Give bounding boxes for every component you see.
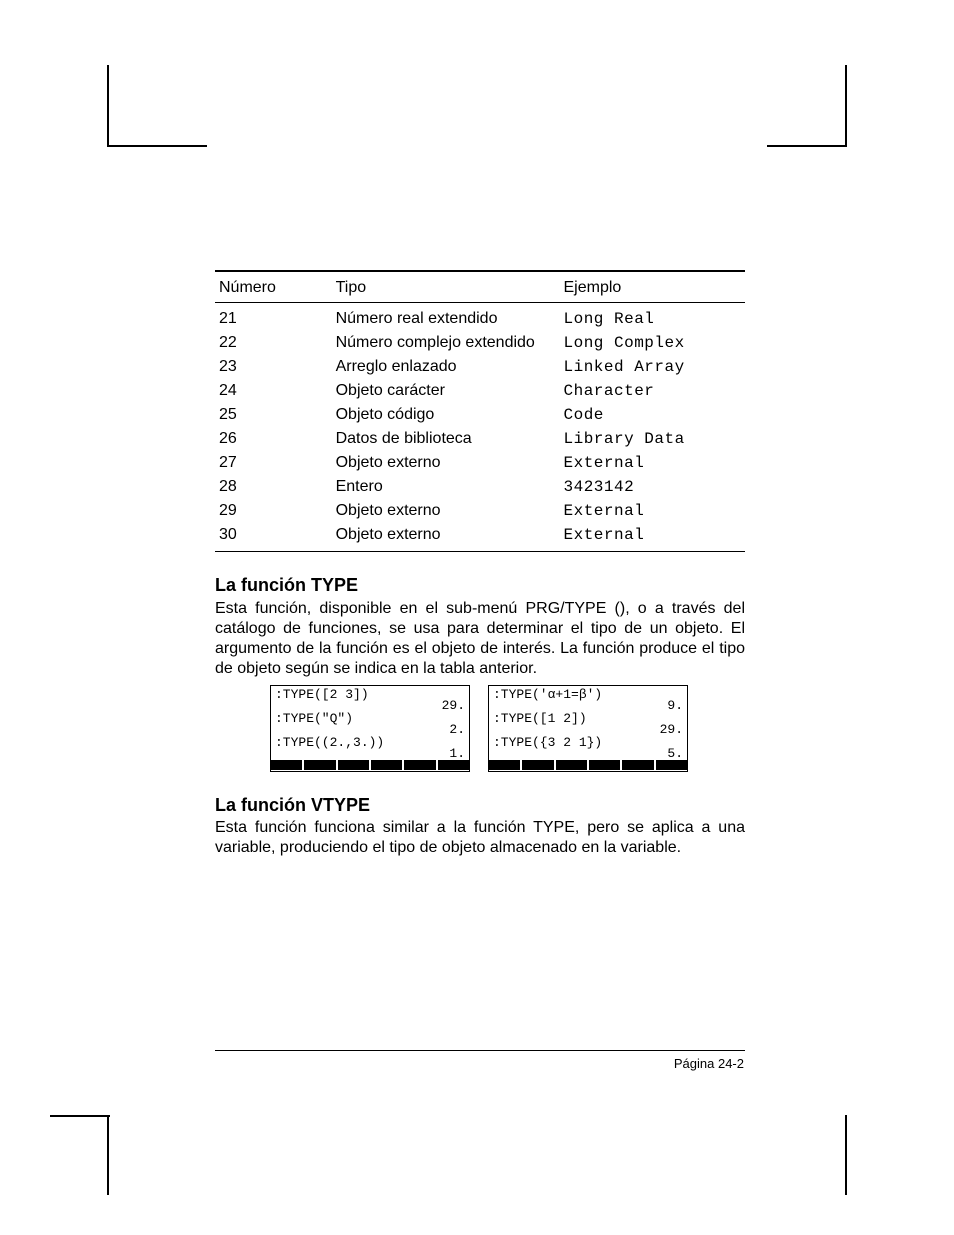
cell-ejemplo: Linked Array bbox=[559, 355, 745, 379]
lcd-menu-bar bbox=[489, 760, 687, 771]
crop-mark bbox=[845, 65, 847, 145]
calc-screenshot-right: :TYPE('α+1=β') 9. :TYPE([1 2]) 29. :TYPE({3 … bbox=[488, 685, 688, 772]
lcd-command: :TYPE([2 3]) bbox=[275, 688, 413, 701]
cell-numero: 26 bbox=[215, 427, 332, 451]
heading-vtype: La función VTYPE bbox=[215, 794, 745, 817]
cell-ejemplo: Library Data bbox=[559, 427, 745, 451]
lcd-command: :TYPE({3 2 1}) bbox=[493, 736, 631, 749]
cell-numero: 24 bbox=[215, 379, 332, 403]
cell-numero: 30 bbox=[215, 523, 332, 551]
cell-ejemplo: Long Complex bbox=[559, 331, 745, 355]
lcd-menu-bar bbox=[271, 760, 469, 771]
cell-tipo: Objeto carácter bbox=[332, 379, 560, 403]
lcd-result: 29. bbox=[442, 699, 465, 712]
cell-numero: 22 bbox=[215, 331, 332, 355]
col-ejemplo: Ejemplo bbox=[559, 271, 745, 303]
col-tipo: Tipo bbox=[332, 271, 560, 303]
cell-tipo: Número complejo extendido bbox=[332, 331, 560, 355]
lcd-command: :TYPE("Q") bbox=[275, 712, 413, 725]
screenshot-row: :TYPE([2 3]) 29. :TYPE("Q") 2. :TYPE((2.,3.)… bbox=[270, 685, 745, 772]
lcd-result: 5. bbox=[667, 747, 683, 760]
table-row: 24Objeto carácterCharacter bbox=[215, 379, 745, 403]
paragraph-type: Esta función, disponible en el sub-menú … bbox=[215, 599, 745, 679]
cell-tipo: Objeto código bbox=[332, 403, 560, 427]
table-header-row: Número Tipo Ejemplo bbox=[215, 271, 745, 303]
lcd-result: 9. bbox=[667, 699, 683, 712]
cell-tipo: Objeto externo bbox=[332, 451, 560, 475]
table-row: 22Número complejo extendidoLong Complex bbox=[215, 331, 745, 355]
cell-numero: 25 bbox=[215, 403, 332, 427]
table-bottom-rule bbox=[215, 551, 745, 552]
cell-tipo: Arreglo enlazado bbox=[332, 355, 560, 379]
calc-screenshot-left: :TYPE([2 3]) 29. :TYPE("Q") 2. :TYPE((2.,3.)… bbox=[270, 685, 470, 772]
lcd-result: 29. bbox=[660, 723, 683, 736]
crop-mark bbox=[107, 65, 109, 145]
col-numero: Número bbox=[215, 271, 332, 303]
cell-numero: 29 bbox=[215, 499, 332, 523]
table-row: 23Arreglo enlazadoLinked Array bbox=[215, 355, 745, 379]
cell-tipo: Entero bbox=[332, 475, 560, 499]
footer-rule bbox=[215, 1050, 745, 1051]
crop-mark bbox=[107, 145, 207, 147]
cell-numero: 21 bbox=[215, 303, 332, 332]
lcd-command: :TYPE((2.,3.)) bbox=[275, 736, 413, 749]
crop-mark bbox=[767, 145, 847, 147]
lcd-result: 1. bbox=[449, 747, 465, 760]
cell-tipo: Objeto externo bbox=[332, 523, 560, 551]
table-row: 25Objeto códigoCode bbox=[215, 403, 745, 427]
page: Número Tipo Ejemplo 21Número real extend… bbox=[0, 0, 954, 1235]
page-number: Página 24-2 bbox=[674, 1056, 744, 1072]
cell-ejemplo: External bbox=[559, 499, 745, 523]
crop-mark bbox=[50, 1115, 110, 1117]
table-row: 29Objeto externoExternal bbox=[215, 499, 745, 523]
cell-tipo: Datos de biblioteca bbox=[332, 427, 560, 451]
cell-ejemplo: External bbox=[559, 451, 745, 475]
lcd-command: :TYPE([1 2]) bbox=[493, 712, 631, 725]
table-row: 28Entero3423142 bbox=[215, 475, 745, 499]
table-row: 21Número real extendidoLong Real bbox=[215, 303, 745, 332]
types-table: Número Tipo Ejemplo 21Número real extend… bbox=[215, 270, 745, 551]
cell-numero: 23 bbox=[215, 355, 332, 379]
cell-ejemplo: Code bbox=[559, 403, 745, 427]
cell-ejemplo: Long Real bbox=[559, 303, 745, 332]
cell-tipo: Número real extendido bbox=[332, 303, 560, 332]
crop-mark bbox=[107, 1115, 109, 1195]
lcd-command: :TYPE('α+1=β') bbox=[493, 688, 631, 701]
table-row: 30Objeto externoExternal bbox=[215, 523, 745, 551]
cell-ejemplo: Character bbox=[559, 379, 745, 403]
lcd-result: 2. bbox=[449, 723, 465, 736]
cell-ejemplo: External bbox=[559, 523, 745, 551]
crop-mark bbox=[845, 1115, 847, 1195]
table-row: 26Datos de bibliotecaLibrary Data bbox=[215, 427, 745, 451]
cell-tipo: Objeto externo bbox=[332, 499, 560, 523]
cell-numero: 27 bbox=[215, 451, 332, 475]
table-row: 27Objeto externoExternal bbox=[215, 451, 745, 475]
cell-ejemplo: 3423142 bbox=[559, 475, 745, 499]
paragraph-vtype: Esta función funciona similar a la funci… bbox=[215, 818, 745, 858]
cell-numero: 28 bbox=[215, 475, 332, 499]
content-column: Número Tipo Ejemplo 21Número real extend… bbox=[215, 270, 745, 864]
heading-type: La función TYPE bbox=[215, 574, 745, 597]
